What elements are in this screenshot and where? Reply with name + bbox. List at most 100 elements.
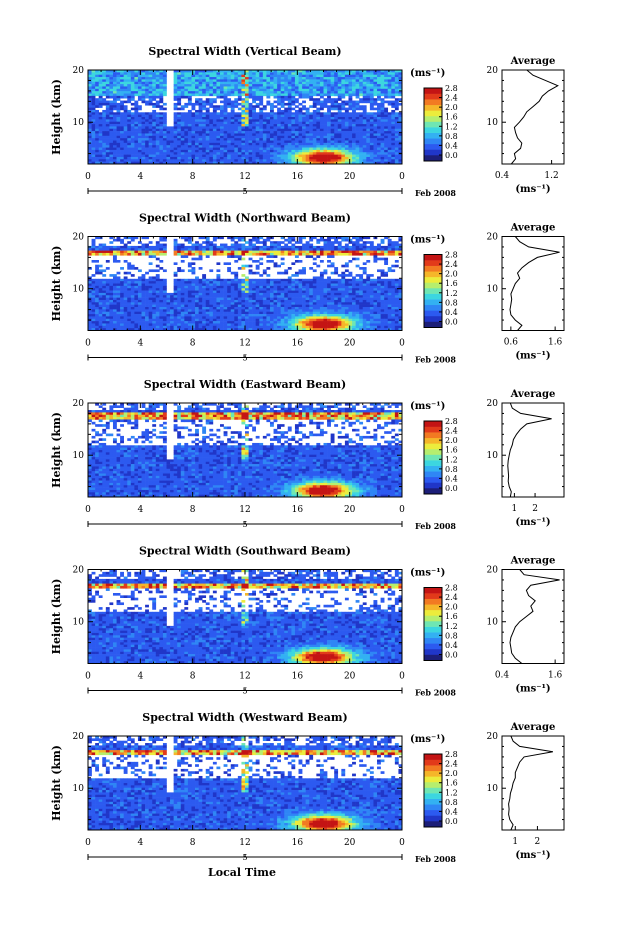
heatmap-cell: [369, 114, 374, 118]
heatmap-cell: [369, 93, 374, 97]
heatmap-cell: [223, 262, 228, 265]
heatmap-cell: [398, 72, 403, 75]
heatmap-cell: [394, 117, 399, 120]
heatmap-cell: [262, 121, 267, 125]
heatmap-cell: [241, 238, 246, 242]
heatmap-cell: [252, 283, 257, 287]
heatmap-cell: [195, 126, 199, 130]
heatmap-cell: [291, 245, 296, 249]
heatmap-cell: [173, 133, 178, 137]
heatmap-cell: [95, 271, 100, 275]
heatmap-cell: [252, 135, 257, 139]
heatmap-cell: [369, 145, 374, 148]
heatmap-cell: [230, 295, 235, 298]
heatmap-cell: [134, 252, 139, 256]
heatmap-cell: [291, 98, 296, 101]
heatmap-cell: [312, 269, 317, 273]
heatmap-cell: [259, 107, 264, 111]
heatmap-cell: [355, 86, 360, 90]
heatmap-cell: [202, 245, 207, 249]
heatmap-cell: [105, 292, 110, 296]
heatmap-cell: [98, 283, 103, 287]
heatmap-cell: [359, 119, 364, 122]
heatmap-cell: [398, 250, 403, 254]
heatmap-cell: [191, 91, 196, 94]
heatmap-cell: [134, 138, 139, 141]
heatmap-cell: [155, 264, 160, 268]
heatmap-cell: [216, 88, 221, 92]
heatmap-cell: [162, 149, 167, 153]
heatmap-cell: [98, 147, 103, 151]
heatmap-cell: [130, 145, 135, 148]
heatmap-cell: [141, 140, 146, 144]
heatmap-cell: [123, 88, 128, 92]
heatmap-cell: [327, 290, 331, 294]
heatmap-cell: [312, 245, 317, 249]
heatmap-cell: [280, 290, 285, 294]
heatmap-cell: [223, 140, 228, 144]
heatmap-cell: [177, 140, 182, 144]
heatmap-cell: [98, 281, 103, 284]
heatmap-cell: [145, 117, 149, 120]
heatmap-cell: [230, 114, 235, 118]
heatmap-cell: [294, 133, 299, 137]
heatmap-cell: [341, 114, 346, 118]
heatmap-cell: [116, 159, 121, 162]
heatmap-cell: [212, 149, 217, 153]
heatmap-cell: [180, 79, 185, 83]
heatmap-cell: [187, 295, 192, 298]
heatmap-cell: [184, 79, 189, 83]
heatmap-cell: [230, 102, 235, 106]
heatmap-cell: [366, 72, 371, 75]
heatmap-cell: [220, 88, 224, 92]
heatmap-cell: [187, 154, 192, 158]
heatmap-cell: [259, 98, 264, 101]
heatmap-cell: [134, 147, 139, 151]
heatmap-cell: [209, 117, 214, 120]
heatmap-cell: [269, 145, 274, 148]
heatmap-cell: [394, 264, 399, 268]
heatmap-cell: [230, 91, 235, 94]
heatmap-cell: [305, 281, 310, 284]
heatmap-cell: [241, 77, 246, 80]
heatmap-cell: [152, 149, 157, 153]
heatmap-cell: [316, 133, 321, 137]
heatmap-cell: [141, 299, 146, 303]
heatmap-cell: [284, 98, 289, 101]
heatmap-cell: [380, 238, 385, 242]
heatmap-cell: [323, 135, 328, 139]
heatmap-cell: [241, 93, 246, 97]
heatmap-cell: [398, 252, 403, 256]
heatmap-cell: [173, 117, 178, 120]
heatmap-cell: [262, 124, 267, 127]
heatmap-cell: [112, 142, 117, 146]
heatmap-cell: [237, 102, 242, 106]
heatmap-cell: [162, 292, 167, 296]
heatmap-cell: [102, 126, 107, 130]
heatmap-cell: [123, 100, 128, 104]
heatmap-cell: [259, 93, 264, 97]
heatmap-cell: [294, 278, 299, 282]
heatmap-cell: [384, 290, 389, 294]
heatmap-cell: [198, 142, 203, 146]
heatmap-cell: [112, 133, 117, 137]
heatmap-cell: [248, 147, 253, 151]
heatmap-cell: [120, 91, 124, 94]
heatmap-cell: [341, 72, 346, 75]
heatmap-cell: [359, 107, 364, 111]
heatmap-cell: [155, 81, 160, 85]
heatmap-cell: [95, 74, 100, 78]
heatmap-cell: [302, 72, 306, 75]
heatmap-cell: [366, 91, 371, 94]
heatmap-cell: [248, 159, 253, 162]
heatmap-cell: [134, 86, 139, 90]
heatmap-cell: [387, 290, 392, 294]
heatmap-cell: [241, 131, 246, 134]
heatmap-cell: [141, 91, 146, 94]
heatmap-cell: [162, 290, 167, 294]
heatmap-cell: [294, 248, 299, 251]
heatmap-cell: [102, 88, 107, 92]
heatmap-cell: [273, 161, 278, 165]
heatmap-cell: [130, 95, 135, 99]
heatmap-cell: [102, 119, 107, 122]
